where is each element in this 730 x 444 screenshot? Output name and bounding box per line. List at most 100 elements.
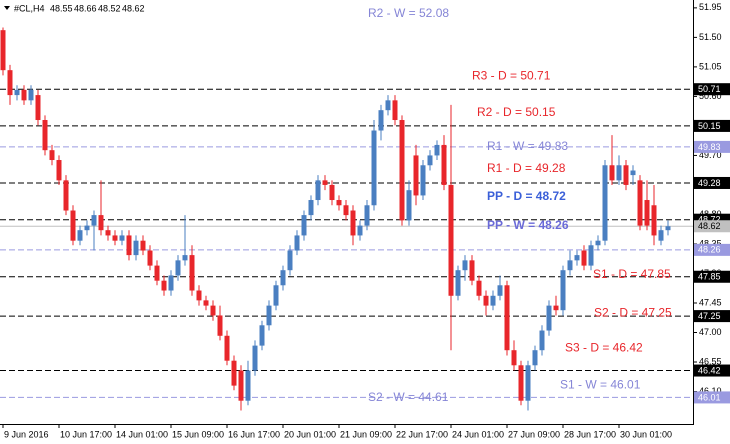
candle-body	[616, 165, 622, 181]
level-badge	[694, 243, 730, 256]
level-badge	[694, 176, 730, 189]
candle-body	[413, 155, 419, 196]
level-badge	[694, 270, 730, 283]
candle-body	[350, 210, 356, 236]
quote-value: 48.52	[98, 3, 121, 13]
candle-body	[266, 305, 272, 326]
candle-body	[154, 265, 160, 281]
y-tick-label: 46.55	[699, 356, 722, 366]
y-tick-label: 47.00	[699, 327, 722, 337]
x-tick-label: 14 Jun 01:00	[116, 429, 168, 439]
candle-body	[567, 260, 573, 271]
candle-body	[392, 100, 398, 121]
candle-body	[259, 325, 265, 346]
candle-body	[448, 184, 454, 296]
x-tick-label: 24 Jun 01:00	[452, 429, 504, 439]
candle-body	[21, 89, 27, 101]
candle-body	[420, 165, 426, 196]
candle-body	[91, 215, 97, 226]
x-tick-label: 21 Jun 09:00	[340, 429, 392, 439]
y-tick-label: 51.05	[699, 61, 722, 71]
level-badge	[694, 364, 730, 377]
candle-body	[623, 165, 629, 185]
candle-body	[511, 350, 517, 366]
candle-body	[98, 215, 104, 231]
candle-body	[126, 235, 132, 256]
candle-body	[546, 305, 552, 331]
candle-body	[105, 230, 111, 236]
candle-body	[427, 155, 433, 166]
level-badge-label: 49.83	[698, 142, 721, 152]
candle-body	[294, 235, 300, 251]
candle-body	[161, 280, 167, 291]
candle-body	[42, 120, 48, 151]
y-tick-label: 49.70	[699, 150, 722, 160]
candle-body	[497, 285, 503, 296]
candle-body	[406, 190, 412, 221]
level-badge-label: 47.85	[698, 272, 721, 282]
candle-body	[28, 89, 34, 101]
level-badge-label: 47.25	[698, 311, 721, 321]
candle-body	[35, 95, 41, 121]
candle-body	[595, 240, 601, 246]
candle-body	[189, 255, 195, 291]
candle-body	[483, 295, 489, 306]
candle-body	[462, 260, 468, 271]
candle-body	[217, 315, 223, 336]
level-badge	[694, 119, 730, 132]
level-label: R3 - D = 50.71	[472, 68, 551, 82]
candle-body	[315, 180, 321, 201]
candle-body	[119, 235, 125, 241]
x-tick-label: 28 Jun 17:00	[564, 429, 616, 439]
symbol: #CL,H4	[14, 3, 45, 13]
candle-body	[329, 184, 335, 201]
level-label: S2 - W = 44.61	[368, 390, 449, 404]
candle-body	[147, 250, 153, 266]
level-label: S1 - W = 46.01	[560, 378, 641, 392]
candle-body	[168, 275, 174, 291]
candle-body	[196, 290, 202, 301]
candle-body	[133, 240, 139, 256]
candle-body	[224, 335, 230, 361]
candle-body	[364, 205, 370, 226]
x-tick-label: 27 Jun 09:00	[508, 429, 560, 439]
candle-body	[581, 250, 587, 266]
levels-layer	[0, 88, 693, 398]
candle-body	[588, 245, 594, 266]
candle-body	[441, 144, 447, 185]
candle-body	[0, 30, 6, 71]
candle-body	[56, 160, 62, 181]
x-tick-label: 9 Jun 2016	[4, 429, 49, 439]
candle-body	[525, 365, 531, 401]
candle-body	[112, 235, 118, 241]
candle-body	[651, 205, 657, 236]
candle-body	[182, 255, 188, 261]
candle-body	[539, 330, 545, 351]
quote-value: 48.62	[122, 3, 145, 13]
candle-body	[7, 70, 13, 96]
candle-body	[203, 300, 209, 306]
level-label: S3 - D = 46.42	[565, 341, 643, 355]
level-badge-label: 49.28	[698, 178, 721, 188]
current-price-badge	[694, 220, 730, 233]
candle-body	[336, 200, 342, 206]
level-badge-label: 50.15	[698, 121, 721, 131]
level-badge-label: 48.26	[698, 245, 721, 255]
menu-arrow	[4, 6, 10, 10]
candle-body	[231, 360, 237, 386]
level-label: S1 - D = 47.85	[593, 267, 671, 281]
quote-value: 48.55	[50, 3, 73, 13]
candle-body	[630, 170, 636, 176]
level-badge	[694, 83, 730, 96]
candle-body	[238, 370, 244, 401]
candle-body	[399, 120, 405, 221]
candle-body	[287, 250, 293, 271]
level-label: R1 - W = 49.83	[487, 139, 568, 153]
level-badge	[694, 310, 730, 323]
y-tick-label: 50.60	[699, 91, 722, 101]
candle-body	[637, 180, 643, 226]
candle-body	[385, 100, 391, 111]
candle-body	[532, 350, 538, 366]
